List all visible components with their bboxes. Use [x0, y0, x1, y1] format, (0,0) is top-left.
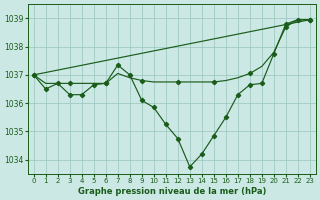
X-axis label: Graphe pression niveau de la mer (hPa): Graphe pression niveau de la mer (hPa): [77, 187, 266, 196]
